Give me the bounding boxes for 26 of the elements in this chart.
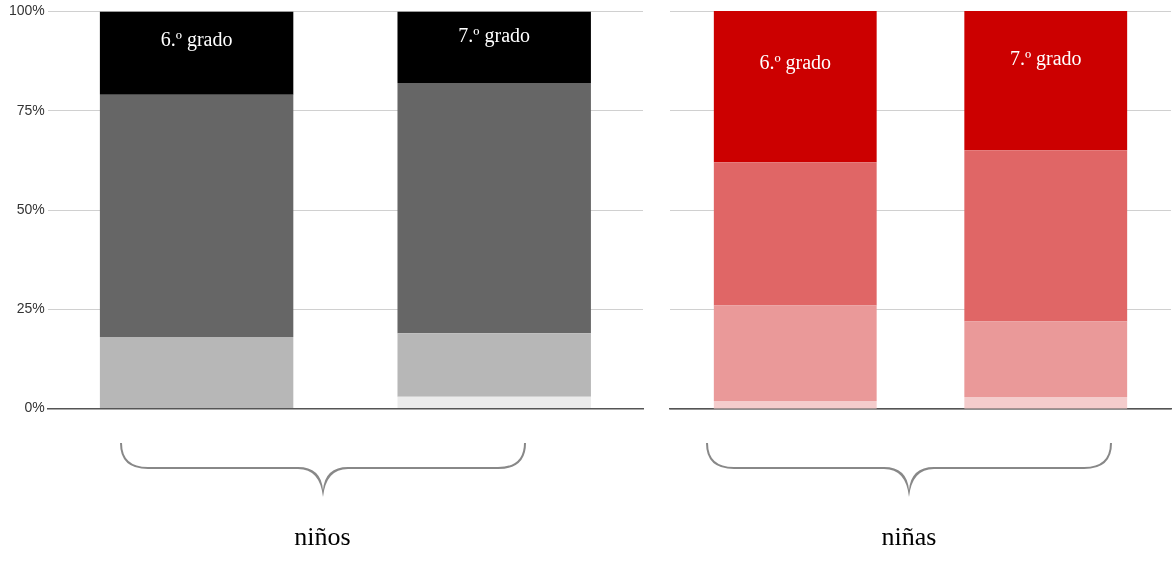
bar [713, 401, 877, 409]
bar [964, 150, 1128, 322]
bar [713, 162, 877, 306]
bar [713, 305, 877, 402]
category-label: 7.º grado [458, 23, 531, 46]
bar [99, 337, 294, 409]
bar [964, 11, 1128, 151]
y-tick-label: 50% [16, 200, 45, 217]
bar [964, 397, 1128, 409]
bar [397, 11, 591, 83]
y-tick-label: 75% [16, 101, 45, 118]
bar [99, 94, 294, 338]
x-axis-title: niños [293, 522, 352, 552]
bar [99, 11, 294, 95]
bar [964, 321, 1128, 398]
y-tick-label: 100% [8, 2, 45, 19]
bar [713, 11, 877, 163]
bar [397, 82, 591, 334]
x-axis-title: niñas [880, 522, 938, 552]
bar [397, 396, 591, 409]
y-tick-label: 0% [24, 399, 45, 416]
category-label: 7.º grado [1009, 47, 1082, 69]
y-tick-label: 25% [16, 300, 45, 317]
bar [397, 333, 591, 397]
category-label: 6.º grado [160, 27, 233, 50]
category-label: 6.º grado [759, 51, 832, 74]
